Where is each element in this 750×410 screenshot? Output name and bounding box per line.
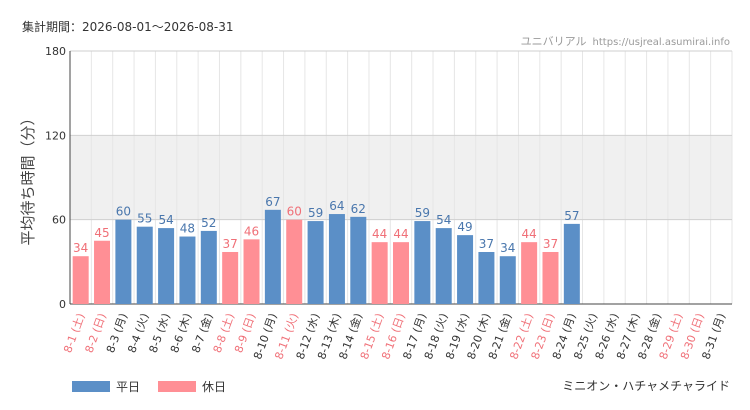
bar [264,209,281,304]
horizontal-grid [69,50,732,305]
value-label: 67 [265,195,280,209]
bar [435,228,452,304]
value-label: 60 [287,205,302,219]
bar [393,242,409,304]
value-label: 37 [543,237,558,251]
legend-label-holiday: 休日 [202,380,227,394]
bar [478,251,495,304]
bar [222,251,239,304]
bar [200,230,217,304]
legend: 平日 休日 [72,378,226,395]
bar [350,216,367,304]
bar [499,256,516,304]
bar [243,239,260,304]
vertical-grid [69,51,733,304]
value-label: 54 [158,213,173,227]
y-tick-labels: 0 60 120 180 [45,45,66,311]
bar [414,221,431,304]
credit-site: https://usjreal.asumirai.info [592,37,730,48]
value-label: 62 [351,202,366,216]
y-axis-title: 平均待ち時間（分） [19,110,37,245]
y-tick-label: 0 [59,298,66,311]
value-label: 37 [479,237,494,251]
legend-swatch-weekday [72,381,110,392]
bar [115,219,132,304]
legend-swatch-holiday [158,381,197,392]
value-label: 55 [137,212,152,226]
value-label: 64 [329,199,344,213]
y-tick-label: 180 [45,45,66,58]
bar [307,221,324,304]
bar [179,236,196,304]
bar [457,235,474,304]
bar [136,226,153,304]
value-label: 44 [521,227,536,241]
value-label: 59 [415,206,430,220]
bars [72,209,580,304]
value-label: 34 [73,241,88,255]
value-label: 60 [116,205,131,219]
value-label: 44 [393,227,408,241]
legend-item-weekday: 平日 [72,378,140,395]
value-label: 37 [223,237,238,251]
value-label: 46 [244,224,259,238]
collection-period: 集計期間：2026-08-01～2026-08-31 [22,20,234,34]
bar [286,219,303,304]
value-label: 57 [564,209,579,223]
x-tick-labels: 8-1 (土)8-2 (日)8-3 (月)8-4 (火)8-5 (水)8-6 (… [61,311,728,361]
site-credit: ユニバリアル https://usjreal.asumirai.info [521,33,730,49]
value-label: 59 [308,206,323,220]
y-tick-label: 120 [45,129,66,142]
value-labels: 34 45 60 55 54 48 52 37 46 67 60 59 64 62 44 44 59 54 49 37… [73,195,579,255]
y-tick-label: 60 [52,214,66,227]
highlight-band [70,136,732,220]
value-label: 34 [500,241,515,255]
value-label: 45 [94,226,109,240]
bar [72,256,89,304]
value-label: 48 [180,222,195,236]
attraction-name: ミニオン・ハチャメチャライド [562,379,730,393]
value-label: 54 [436,213,451,227]
bar [94,240,111,304]
bar [158,228,175,304]
bar [563,223,580,304]
bar [521,242,538,304]
value-label: 52 [201,216,216,230]
value-label: 49 [457,220,472,234]
legend-label-weekday: 平日 [116,380,141,394]
legend-item-holiday: 休日 [158,378,226,395]
bar [371,242,388,304]
bar [328,214,345,304]
value-label: 44 [372,227,387,241]
bar [542,251,559,304]
credit-name: ユニバリアル [520,35,587,48]
